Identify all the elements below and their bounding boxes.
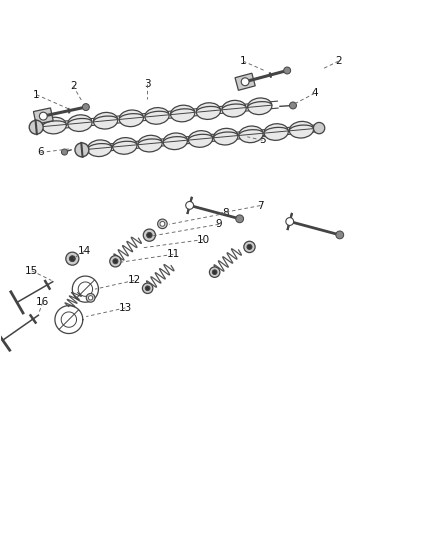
Circle shape <box>336 231 344 239</box>
Circle shape <box>236 215 244 223</box>
Circle shape <box>110 256 121 267</box>
Circle shape <box>142 283 153 294</box>
Circle shape <box>145 286 150 290</box>
Text: 7: 7 <box>257 200 264 211</box>
Text: 9: 9 <box>215 219 223 229</box>
Text: 16: 16 <box>36 297 49 307</box>
Ellipse shape <box>163 133 187 150</box>
Circle shape <box>88 296 93 300</box>
Ellipse shape <box>145 108 169 124</box>
Circle shape <box>29 120 43 134</box>
Ellipse shape <box>138 135 162 152</box>
Ellipse shape <box>119 110 143 127</box>
Circle shape <box>75 143 89 157</box>
Circle shape <box>69 256 75 262</box>
Text: 3: 3 <box>144 79 151 88</box>
Text: 2: 2 <box>70 81 77 91</box>
Ellipse shape <box>170 105 195 122</box>
Circle shape <box>314 123 325 134</box>
Ellipse shape <box>214 128 238 145</box>
Circle shape <box>147 232 152 238</box>
Ellipse shape <box>68 115 92 132</box>
Circle shape <box>82 103 89 110</box>
Ellipse shape <box>93 112 118 129</box>
Ellipse shape <box>113 138 137 154</box>
Ellipse shape <box>188 131 213 147</box>
Ellipse shape <box>289 122 314 138</box>
Circle shape <box>39 112 47 120</box>
Polygon shape <box>33 108 53 124</box>
Circle shape <box>160 221 165 226</box>
Circle shape <box>113 259 118 264</box>
Circle shape <box>86 294 95 302</box>
Circle shape <box>244 241 255 253</box>
Circle shape <box>158 219 167 229</box>
Text: 14: 14 <box>78 246 91 256</box>
Circle shape <box>290 102 297 109</box>
Polygon shape <box>235 73 255 90</box>
Ellipse shape <box>196 103 220 119</box>
Text: 1: 1 <box>240 56 246 66</box>
Ellipse shape <box>247 98 272 115</box>
Text: 12: 12 <box>127 276 141 286</box>
Circle shape <box>66 252 79 265</box>
Circle shape <box>247 244 252 249</box>
Text: 15: 15 <box>25 266 39 276</box>
Circle shape <box>61 149 67 155</box>
Text: 4: 4 <box>311 88 318 98</box>
Circle shape <box>186 201 194 209</box>
Text: 5: 5 <box>259 135 266 146</box>
Ellipse shape <box>42 117 66 134</box>
Circle shape <box>284 67 291 74</box>
Circle shape <box>143 229 155 241</box>
Circle shape <box>212 270 217 274</box>
Circle shape <box>286 217 293 225</box>
Text: 2: 2 <box>336 56 342 66</box>
Ellipse shape <box>264 124 288 140</box>
Text: 8: 8 <box>222 208 229 219</box>
Text: 6: 6 <box>37 148 44 157</box>
Circle shape <box>241 78 249 86</box>
Text: 10: 10 <box>197 235 210 245</box>
Ellipse shape <box>222 100 246 117</box>
Ellipse shape <box>239 126 263 143</box>
Ellipse shape <box>88 140 112 157</box>
Text: 11: 11 <box>167 249 180 260</box>
Text: 13: 13 <box>119 303 132 313</box>
Text: 1: 1 <box>33 90 39 100</box>
Circle shape <box>209 267 220 277</box>
